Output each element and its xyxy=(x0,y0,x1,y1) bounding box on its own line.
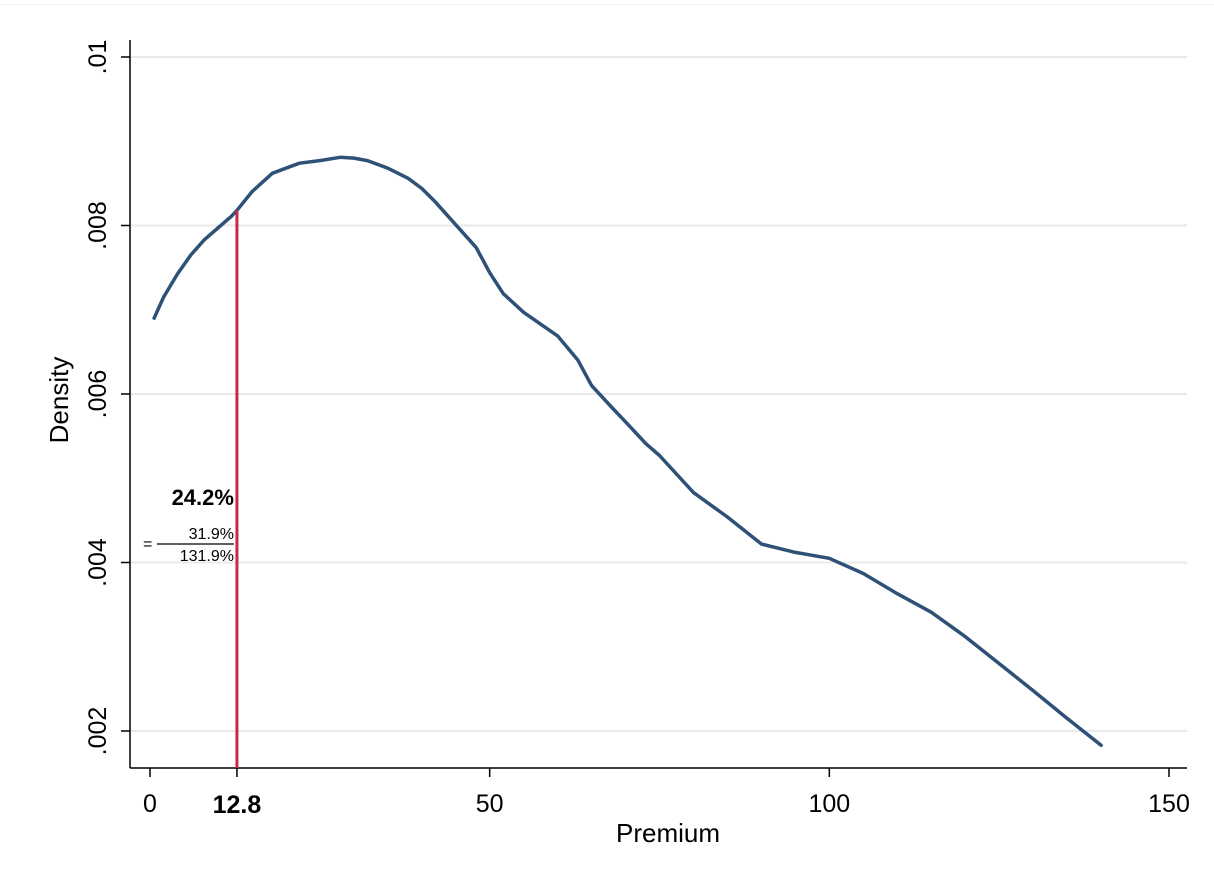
y-tick-label-3: .008 xyxy=(84,201,112,250)
y-tick-label-0: .002 xyxy=(84,707,112,756)
x-tick-label-2: 100 xyxy=(808,790,850,818)
top-border xyxy=(0,4,1214,5)
annotation-numerator: 31.9% xyxy=(189,526,234,543)
annotation-share: 24.2% xyxy=(172,485,234,510)
x-axis-title: Premium xyxy=(616,818,720,848)
x-tick-label-reference: 12.8 xyxy=(213,791,262,819)
annotation-equals: = xyxy=(143,536,152,553)
density-curve xyxy=(152,155,1103,748)
y-axis-title: Density xyxy=(44,357,74,444)
x-tick-label-3: 150 xyxy=(1148,790,1190,818)
annotation-denominator: 131.9% xyxy=(180,548,234,565)
y-tick-label-1: .004 xyxy=(84,538,112,587)
y-tick-label-2: .006 xyxy=(84,370,112,419)
y-tick-label-4: .01 xyxy=(84,40,112,75)
x-tick-label-1: 50 xyxy=(476,790,504,818)
x-tick-label-0: 0 xyxy=(143,790,157,818)
